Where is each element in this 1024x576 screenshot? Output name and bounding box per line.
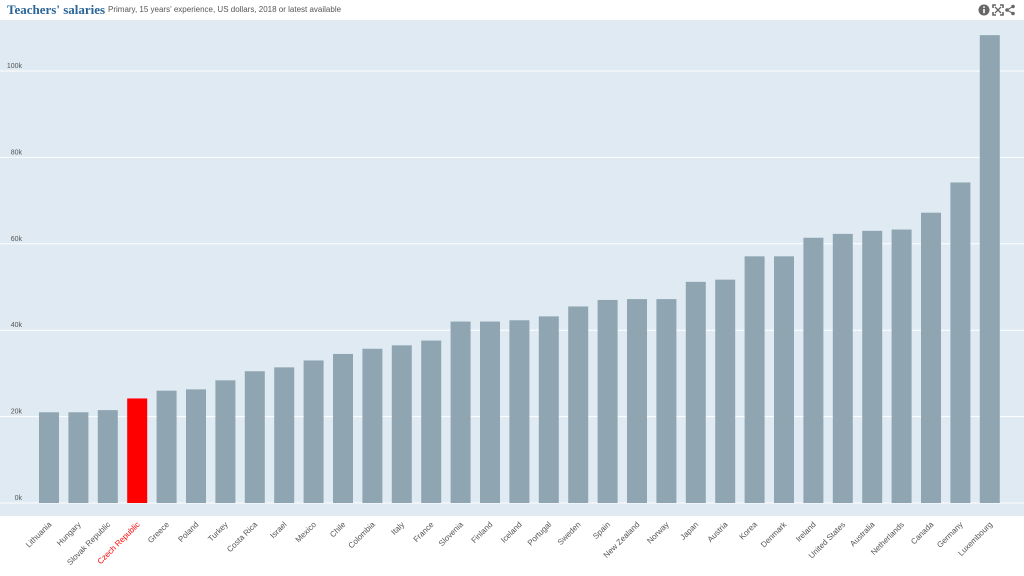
bar-united-states[interactable] <box>832 233 853 503</box>
x-tick-label: Austria <box>706 520 730 544</box>
fullscreen-icon[interactable] <box>992 4 1004 16</box>
bar-mexico[interactable] <box>303 360 324 503</box>
bar-luxembourg[interactable] <box>979 35 1000 503</box>
chart-subtitle: Primary, 15 years' experience, US dollar… <box>108 5 342 14</box>
y-tick-label: 0k <box>15 495 23 502</box>
x-tick-label: Iceland <box>499 520 524 545</box>
x-tick-label: Australia <box>848 520 877 549</box>
bar-denmark[interactable] <box>774 256 794 503</box>
bar-slovak-republic[interactable] <box>97 410 118 503</box>
bar-netherlands[interactable] <box>891 229 912 503</box>
bar-portugal[interactable] <box>538 316 559 503</box>
bar-costa-rica[interactable] <box>244 371 265 503</box>
x-tick-label: Finland <box>469 520 494 545</box>
x-tick-label: Colombia <box>347 520 378 551</box>
bar-korea[interactable] <box>744 256 765 503</box>
bar-hungary[interactable] <box>68 412 89 503</box>
x-tick-label: Germany <box>935 520 965 550</box>
bar-canada[interactable] <box>921 212 941 504</box>
x-tick-label: Lithuania <box>24 520 54 550</box>
bar-new-zealand[interactable] <box>627 299 647 503</box>
bar-israel[interactable] <box>274 367 295 503</box>
bar-germany[interactable] <box>950 182 971 503</box>
y-tick-label: 20k <box>11 409 23 416</box>
bar-finland[interactable] <box>480 321 500 503</box>
bar-spain[interactable] <box>597 299 618 503</box>
x-tick-label: Greece <box>146 520 171 545</box>
bar-italy[interactable] <box>391 345 412 503</box>
x-tick-label: Italy <box>389 520 406 537</box>
x-tick-label: France <box>412 520 436 544</box>
bar-chile[interactable] <box>333 353 353 503</box>
chart-header: Teachers' salaries Primary, 15 years' ex… <box>0 0 1024 20</box>
x-tick-label: Poland <box>176 520 200 544</box>
x-tick-label: Ireland <box>794 520 818 544</box>
bar-turkey[interactable] <box>215 380 236 503</box>
y-axis-ticks: 0k 20k 40k 60k 80k 100k <box>7 63 23 502</box>
bar-ireland[interactable] <box>803 237 824 503</box>
y-tick-label: 100k <box>7 63 23 70</box>
bar-czech-republic[interactable] <box>127 398 148 503</box>
info-icon[interactable] <box>978 4 990 16</box>
bar-japan[interactable] <box>685 281 706 503</box>
x-tick-label: Mexico <box>294 520 319 545</box>
bar-greece[interactable] <box>156 390 177 503</box>
bar-australia[interactable] <box>862 230 883 503</box>
bar-norway[interactable] <box>656 299 677 503</box>
bar-slovenia[interactable] <box>450 321 471 503</box>
x-tick-label: Japan <box>678 520 700 542</box>
bar-austria[interactable] <box>715 279 736 503</box>
bar-colombia[interactable] <box>362 348 383 503</box>
x-tick-label: Costa Rica <box>225 520 259 554</box>
bar-sweden[interactable] <box>568 306 589 503</box>
y-tick-label: 60k <box>11 236 23 243</box>
x-tick-label: Norway <box>645 520 671 546</box>
x-tick-label: Portugal <box>526 520 554 548</box>
x-tick-label: Korea <box>738 520 760 542</box>
x-tick-label: Sweden <box>556 520 583 547</box>
chart-title: Teachers' salaries <box>7 2 106 17</box>
bar-lithuania[interactable] <box>39 412 59 503</box>
y-tick-label: 80k <box>11 149 23 156</box>
x-tick-label: Denmark <box>759 519 789 549</box>
y-tick-label: 40k <box>11 322 23 329</box>
x-tick-label: Canada <box>909 520 936 547</box>
x-tick-label: Spain <box>591 520 612 541</box>
bar-iceland[interactable] <box>509 320 530 503</box>
x-tick-label: Chile <box>328 520 348 540</box>
x-tick-label: Hungary <box>55 520 83 548</box>
bars <box>39 35 1000 504</box>
bar-france[interactable] <box>421 340 442 503</box>
bar-poland[interactable] <box>186 389 206 503</box>
x-tick-label: Turkey <box>206 520 229 543</box>
share-icon[interactable] <box>1004 4 1016 16</box>
x-tick-label: Israel <box>268 520 288 540</box>
x-tick-label: Slovenia <box>437 520 465 548</box>
